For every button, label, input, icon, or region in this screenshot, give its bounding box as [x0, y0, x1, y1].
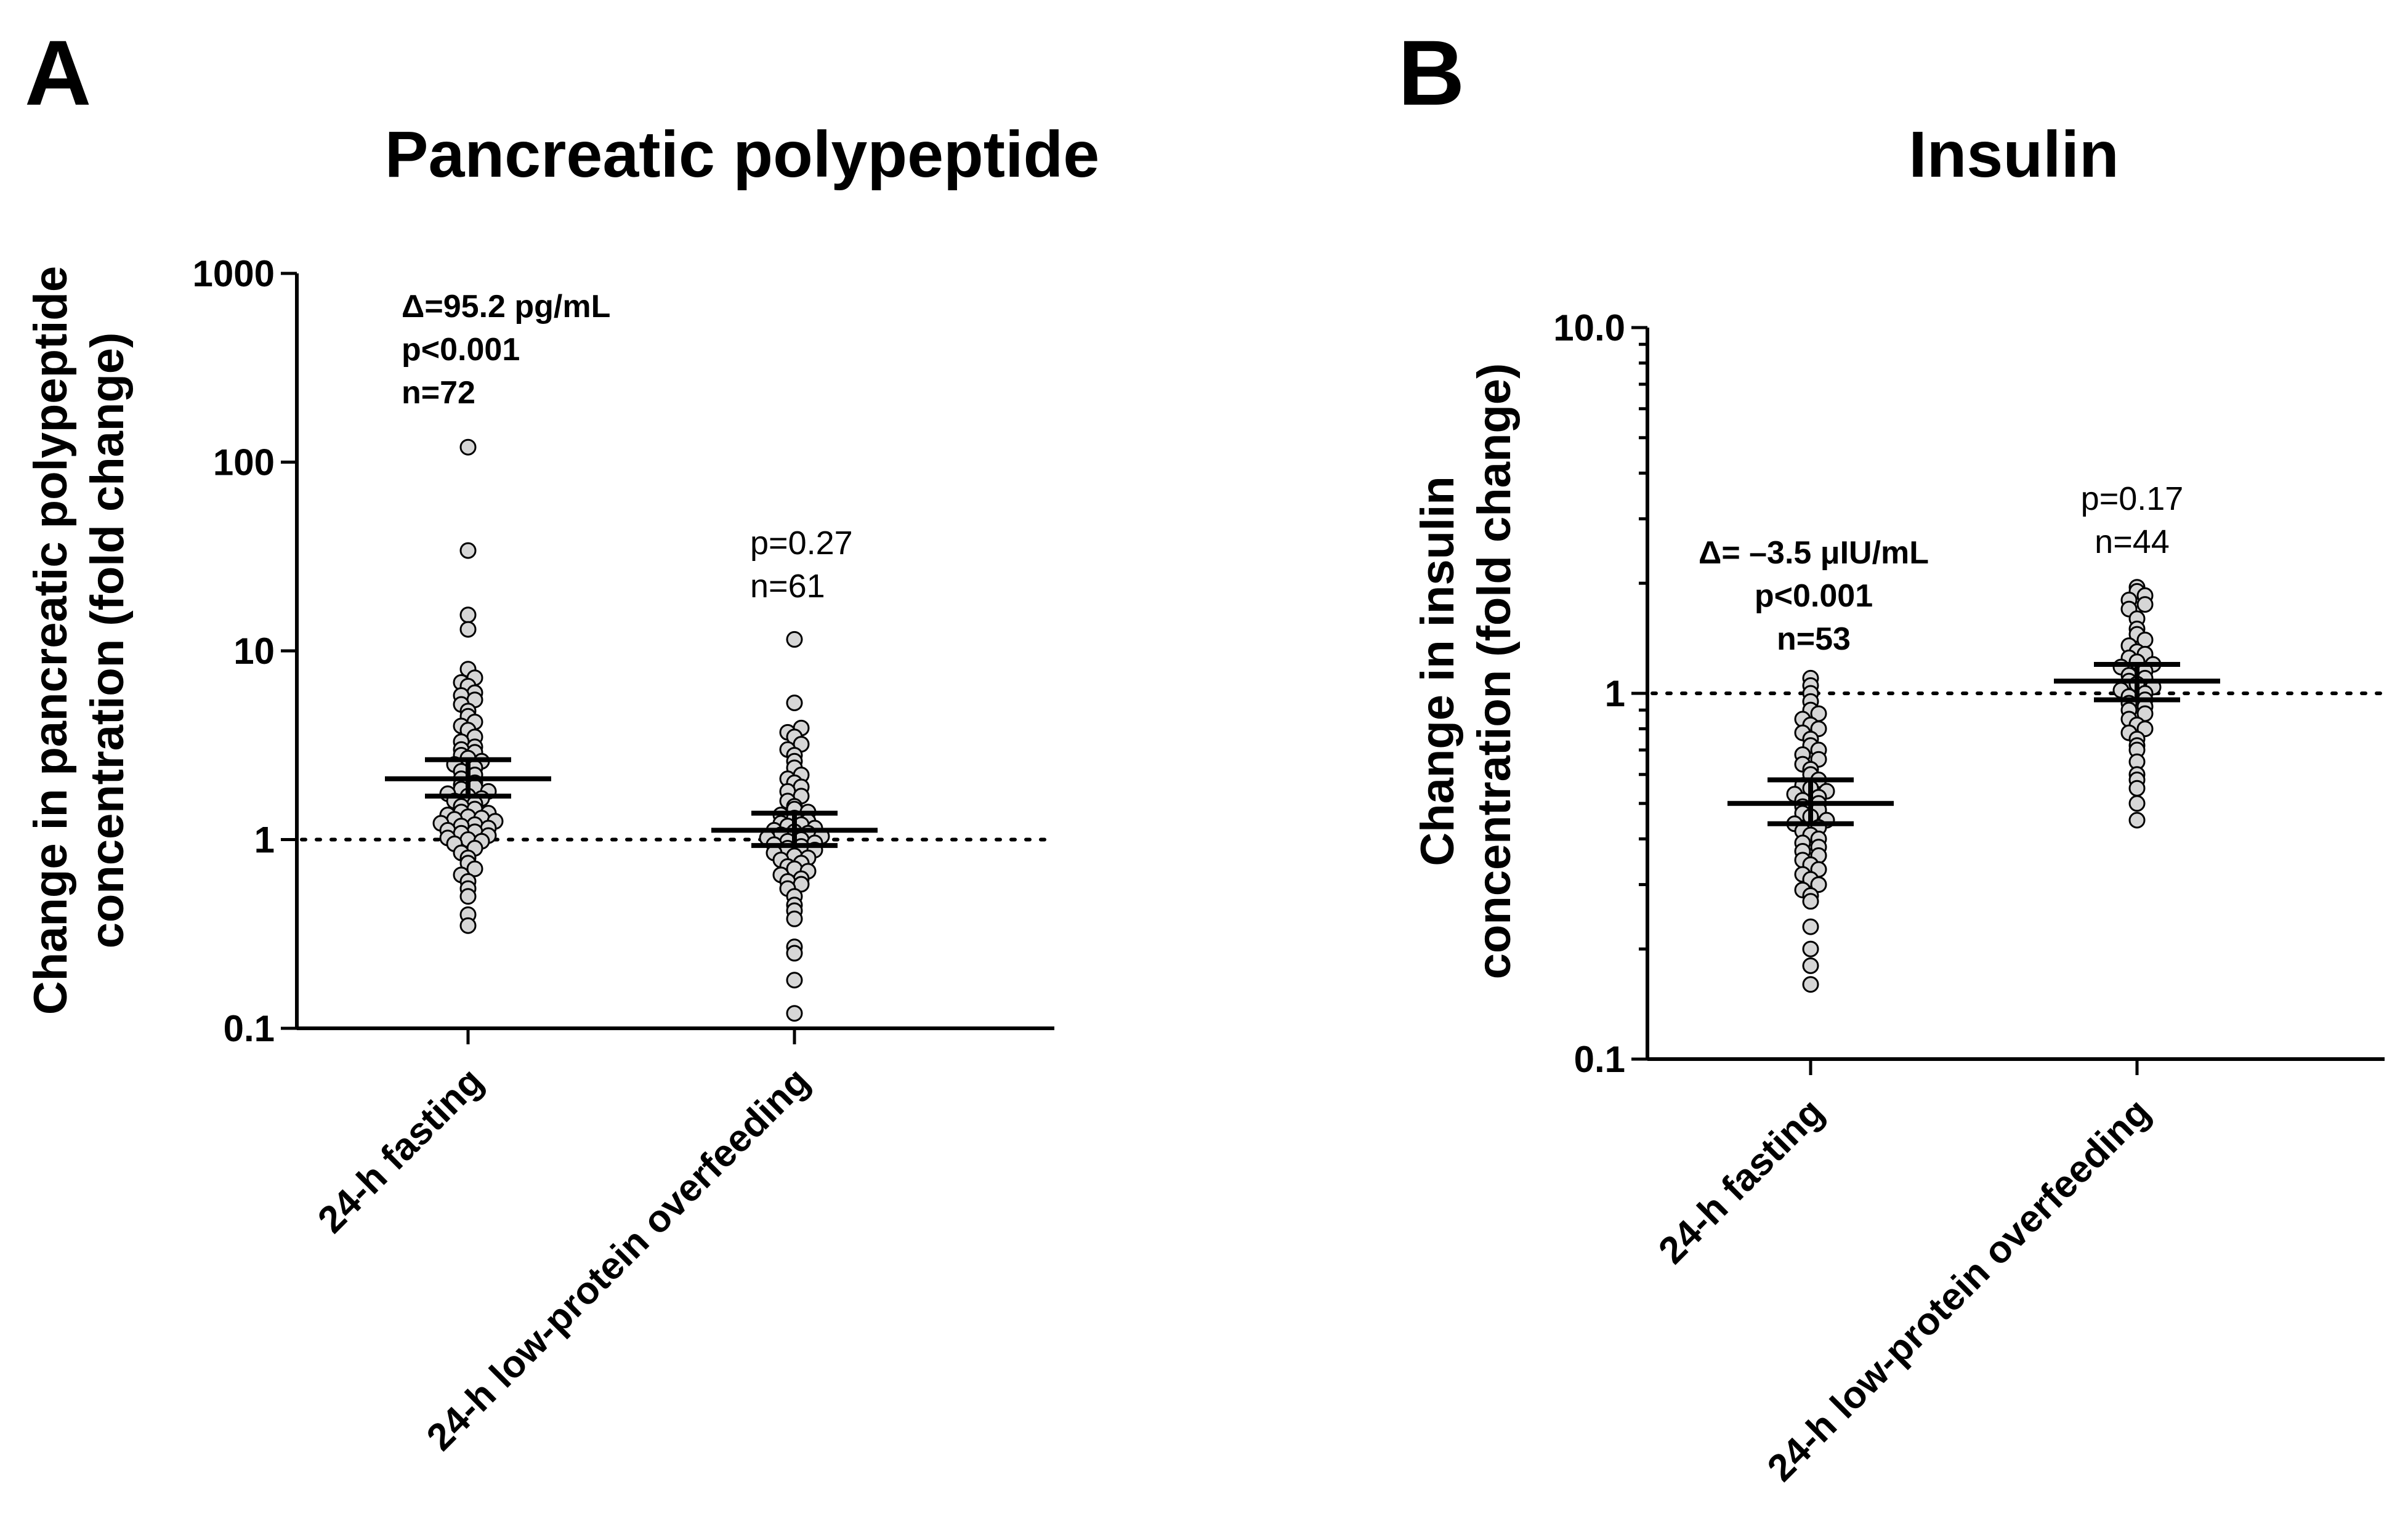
- a-tick-label: 0.1: [224, 1008, 275, 1049]
- b-tick-label: 0.1: [1574, 1039, 1625, 1080]
- panel-b-mean-bars: [1727, 661, 2220, 826]
- panel-a-category-0: 24-h fasting: [310, 1060, 491, 1241]
- panel-b-ann1-line2: p<0.001: [1755, 578, 1873, 614]
- panel-b-letter: B: [1398, 21, 1465, 124]
- b-data-point: [1802, 940, 1819, 957]
- panel-b-category-1: 24-h low-protein overfeeding: [1760, 1090, 2159, 1490]
- b-tick-label: 10.0: [1553, 307, 1625, 349]
- panel-b-category-0: 24-h fasting: [1650, 1090, 1832, 1272]
- panel-a-ann2-line1: p=0.27: [750, 525, 853, 562]
- panel-a-letter: A: [25, 21, 91, 124]
- panel-a-points: [432, 438, 830, 1022]
- panel-b-title: Insulin: [1909, 118, 2119, 191]
- b-tick-label: 1: [1605, 673, 1625, 714]
- a-data-point: [786, 1005, 803, 1022]
- a-data-point: [459, 542, 477, 559]
- panel-a-ann1-line2: p<0.001: [402, 332, 520, 368]
- a-data-point: [459, 917, 477, 934]
- a-data-point: [786, 910, 803, 927]
- a-tick-label: 100: [213, 442, 275, 483]
- a-data-point: [459, 438, 477, 456]
- b-data-point: [1802, 957, 1819, 974]
- a-tick-label: 1: [254, 820, 275, 861]
- b-data-point: [1802, 918, 1819, 935]
- a-data-point: [459, 888, 477, 905]
- panel-b-ann1-line3: n=53: [1777, 621, 1851, 657]
- panel-a-title: Pancreatic polypeptide: [385, 118, 1099, 191]
- panel-a-ylabel-line1: Change in pancreatic polypeptide: [25, 266, 77, 1015]
- panel-b-ann2-line1: p=0.17: [2081, 480, 2184, 517]
- panel-a-ann1-line1: Δ=95.2 pg/mL: [402, 289, 610, 325]
- panel-a-mean-bars: [385, 757, 878, 849]
- b-data-point: [1802, 893, 1819, 910]
- panel-a-category-1: 24-h low-protein overfeeding: [419, 1060, 818, 1459]
- a-data-point: [466, 860, 483, 877]
- b-data-point: [2136, 596, 2154, 613]
- a-data-point: [786, 945, 803, 962]
- a-data-point: [786, 972, 803, 989]
- a-tick-label: 10: [233, 631, 275, 672]
- panel-b-ann1-line1: Δ= –3.5 μIU/mL: [1699, 535, 1929, 571]
- b-data-point: [2128, 780, 2146, 797]
- a-data-point: [459, 607, 477, 624]
- b-data-point: [1802, 976, 1819, 993]
- panel-a-ann1-line3: n=72: [402, 375, 475, 411]
- panel-b-y-ticks: 0.1 1 10.0: [1553, 307, 2139, 1080]
- panel-a-ann2-line2: n=61: [750, 568, 825, 605]
- panel-a-y-ticks: 0.1 1 10 100 1000: [193, 253, 796, 1049]
- a-tick-label: 1000: [193, 253, 275, 294]
- a-data-point: [786, 695, 803, 712]
- panel-b-ylabel-line2: concentration (fold change): [1468, 363, 1521, 980]
- a-data-point: [786, 631, 803, 648]
- panel-b: B Insulin Change in insulin concentratio…: [1398, 21, 2386, 1490]
- panel-b-ylabel-line1: Change in insulin: [1412, 476, 1464, 866]
- panel-b-ann2-line2: n=44: [2095, 523, 2170, 560]
- panel-a: A Pancreatic polypeptide Change in pancr…: [25, 21, 1099, 1459]
- b-data-point: [2128, 812, 2146, 829]
- b-data-point: [2128, 795, 2146, 812]
- panel-a-ylabel-line2: concentration (fold change): [81, 333, 134, 949]
- a-data-point: [459, 621, 477, 638]
- b-data-point: [1810, 876, 1827, 893]
